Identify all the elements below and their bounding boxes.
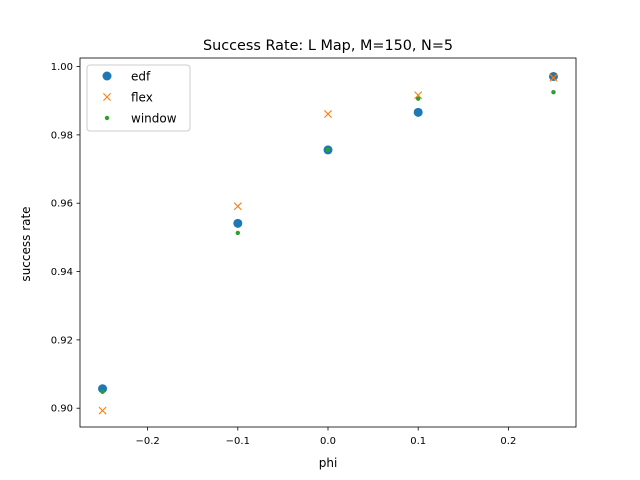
data-point-flex: [98, 406, 107, 415]
legend-label-flex: flex: [131, 91, 153, 105]
x-tick-label: 0.2: [500, 436, 516, 447]
data-point-window: [325, 147, 331, 153]
y-tick-label: 0.90: [51, 404, 73, 415]
y-axis-label: success rate: [19, 206, 33, 281]
data-point-flex: [233, 202, 242, 211]
data-point-flex: [549, 73, 558, 82]
y-tick-label: 0.92: [51, 335, 73, 346]
data-point-flex: [414, 91, 423, 100]
legend: edf flex window: [86, 64, 191, 132]
legend-marker-edf: [102, 71, 112, 81]
chart-title: Success Rate: L Map, M=150, N=5: [203, 38, 453, 54]
x-tick-label: −0.1: [226, 436, 250, 447]
x-tick-label: −0.2: [135, 436, 159, 447]
plot-area: −0.2 −0.1 0.0 0.1 0.2 0.90 0.92 0.94 0.96 0.98 1.0…: [51, 57, 577, 447]
series-flex: [98, 73, 558, 415]
data-point-edf: [413, 107, 423, 117]
data-point-edf: [548, 71, 558, 81]
y-tick-label: 0.94: [51, 267, 73, 278]
series-window: [100, 89, 556, 395]
legend-label-edf: edf: [131, 70, 151, 84]
data-point-window: [551, 89, 556, 95]
x-tick-label: 0.0: [320, 436, 336, 447]
y-tick-label: 1.00: [51, 62, 73, 73]
legend-marker-window: [104, 115, 110, 121]
data-point-edf: [233, 218, 243, 228]
legend-box: [86, 64, 191, 132]
legend-marker-flex: [103, 93, 111, 101]
series-edf: [98, 71, 558, 394]
y-tick-label: 0.96: [51, 199, 73, 210]
x-axis-label: phi: [319, 456, 338, 470]
x-tick-label: 0.1: [410, 436, 426, 447]
legend-label-window: window: [131, 112, 177, 126]
data-point-window: [415, 96, 421, 101]
y-tick-label: 0.98: [51, 130, 73, 141]
data-point-flex: [324, 110, 332, 119]
data-point-edf: [98, 384, 108, 394]
data-point-window: [100, 389, 105, 395]
data-point-window: [235, 230, 241, 236]
